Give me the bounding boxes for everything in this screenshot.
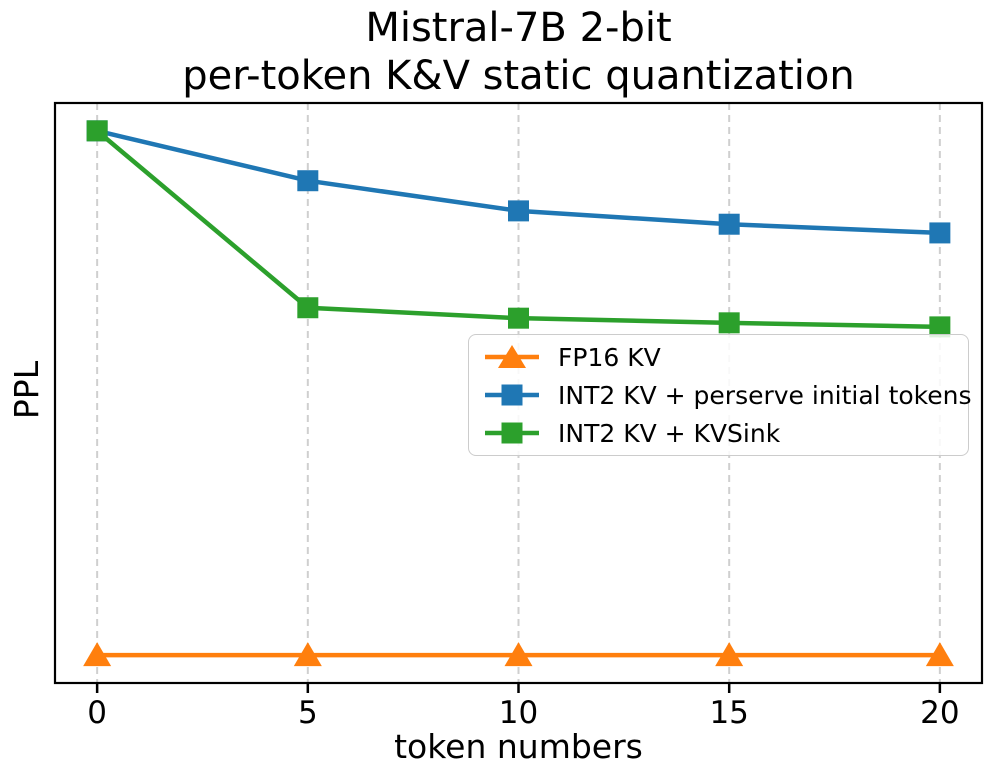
chart-title: Mistral-7B 2-bit per-token K&V static qu… — [55, 4, 982, 100]
y-axis-label: PPL — [7, 360, 46, 420]
legend-item-fp16-kv: FP16 KV — [483, 342, 954, 372]
svg-text:0: 0 — [87, 695, 107, 731]
chart-title-line1: Mistral-7B 2-bit — [365, 5, 672, 51]
chart-title-line2: per-token K&V static quantization — [182, 53, 855, 99]
legend-marker-int2-kvsink-square-icon — [485, 422, 539, 444]
legend-item-int2-kvsink: INT2 KV + KVSink — [483, 418, 954, 448]
legend-label-int2-preserve: INT2 KV + perserve initial tokens — [558, 380, 972, 410]
legend-label-fp16: FP16 KV — [558, 342, 661, 372]
legend: FP16 KV INT2 KV + perserve initial token… — [468, 334, 972, 456]
x-axis-label: token numbers — [394, 727, 643, 766]
legend-item-int2-preserve: INT2 KV + perserve initial tokens — [483, 380, 972, 410]
svg-text:10: 10 — [499, 695, 538, 731]
svg-text:20: 20 — [920, 695, 959, 731]
legend-label-int2-kvsink: INT2 KV + KVSink — [558, 418, 781, 448]
svg-text:15: 15 — [709, 695, 748, 731]
legend-marker-int2-preserve-square-icon — [485, 384, 539, 406]
svg-text:5: 5 — [298, 695, 318, 731]
legend-marker-fp16-triangle-icon — [485, 345, 539, 368]
